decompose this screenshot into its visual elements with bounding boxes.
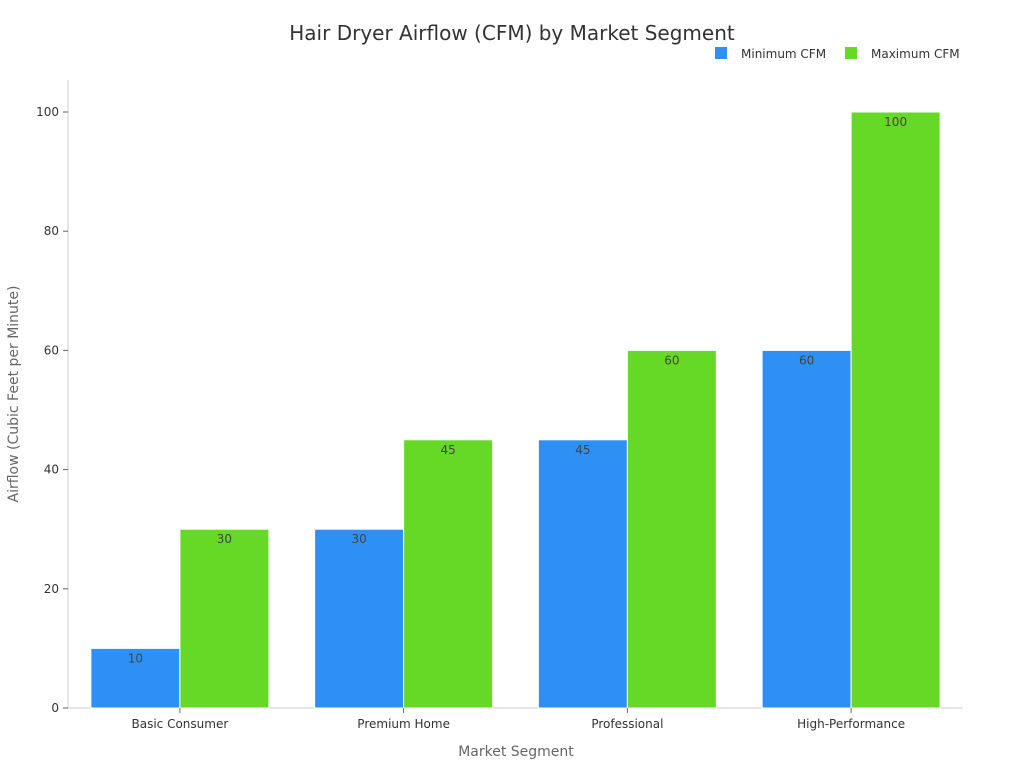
- bar-value-label: 45: [440, 443, 455, 457]
- bar-maximum[interactable]: [403, 439, 494, 709]
- bar-maximum[interactable]: [626, 349, 717, 709]
- y-tick-label: 100: [36, 105, 59, 119]
- bar-value-label: 60: [799, 353, 814, 367]
- bar-maximum[interactable]: [850, 111, 941, 709]
- y-tick-label: 0: [51, 701, 59, 715]
- bar-value-label: 100: [884, 115, 907, 129]
- bar-minimum[interactable]: [314, 528, 405, 709]
- bar-value-label: 30: [351, 532, 366, 546]
- x-tick-label: Professional: [591, 717, 663, 731]
- bar-value-label: 45: [575, 443, 590, 457]
- y-axis-title: Airflow (Cubic Feet per Minute): [6, 286, 22, 503]
- x-axis-title: Market Segment: [458, 744, 574, 760]
- bar-minimum[interactable]: [761, 349, 852, 709]
- legend-swatch-minimum: [715, 47, 727, 59]
- y-tick-label: 80: [44, 224, 59, 238]
- y-tick-label: 40: [44, 463, 59, 477]
- legend-label-maximum: Maximum CFM: [871, 47, 960, 61]
- x-tick-label: Basic Consumer: [131, 717, 228, 731]
- legend-label-minimum: Minimum CFM: [741, 47, 826, 61]
- bar-value-label: 60: [664, 353, 679, 367]
- bar-minimum[interactable]: [90, 647, 181, 709]
- y-tick-label: 60: [44, 343, 59, 357]
- y-tick-label: 20: [44, 582, 59, 596]
- legend-swatch-maximum: [845, 47, 857, 59]
- chart-title: Hair Dryer Airflow (CFM) by Market Segme…: [289, 21, 735, 45]
- bar-value-label: 30: [217, 532, 232, 546]
- x-tick-label: Premium Home: [357, 717, 450, 731]
- bar-maximum[interactable]: [179, 528, 270, 709]
- bar-minimum[interactable]: [537, 439, 628, 709]
- x-tick-label: High-Performance: [797, 717, 905, 731]
- bar-value-label: 10: [128, 651, 143, 665]
